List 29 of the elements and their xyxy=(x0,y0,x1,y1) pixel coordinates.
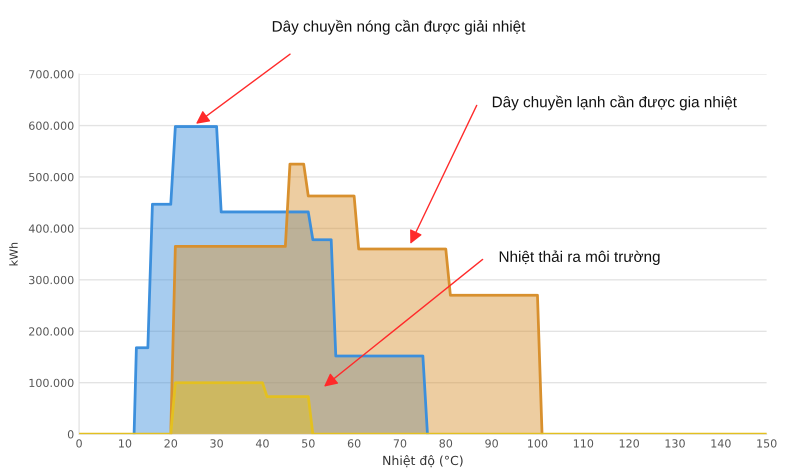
x-tick-label: 40 xyxy=(256,439,269,448)
annotation: Nhiệt thải ra môi trường xyxy=(500,250,660,266)
x-tick-label: 30 xyxy=(210,439,223,448)
y-tick-label: 700.000 xyxy=(29,70,74,78)
x-tick-label: 20 xyxy=(164,439,178,448)
x-tick-label: 50 xyxy=(302,439,315,448)
y-tick-label: 400.000 xyxy=(28,224,74,233)
x-tick-label: 130 xyxy=(666,439,685,448)
x-tick-label: 140 xyxy=(711,439,731,448)
x-tick-label: 0 xyxy=(76,439,82,448)
x-axis-title: Nhiệt độ (°C) xyxy=(383,455,463,468)
annotation: Dây chuyền nóng cần được giải nhiệt xyxy=(272,20,526,35)
y-tick-label: 0 xyxy=(68,430,74,439)
x-tick-label: 150 xyxy=(757,439,777,448)
y-tick-label: 300.000 xyxy=(29,276,74,284)
y-tick-label: 500.000 xyxy=(29,172,74,182)
x-tick-label: 60 xyxy=(348,439,360,448)
y-axis-title: kWh xyxy=(9,242,18,266)
x-tick-label: 120 xyxy=(620,439,640,448)
x-tick-label: 110 xyxy=(574,439,594,448)
annotation: Dây chuyền lạnh cần được gia nhiệt xyxy=(492,95,737,110)
x-tick-label: 80 xyxy=(439,439,452,448)
y-tick-label: 200.000 xyxy=(29,327,74,336)
x-tick-label: 100 xyxy=(528,439,548,448)
x-tick-label: 10 xyxy=(119,439,132,448)
x-tick-label: 70 xyxy=(394,439,406,448)
y-tick-label: 100.000 xyxy=(29,378,74,388)
y-tick-label: 600.000 xyxy=(29,122,74,130)
x-tick-label: 90 xyxy=(485,439,498,448)
